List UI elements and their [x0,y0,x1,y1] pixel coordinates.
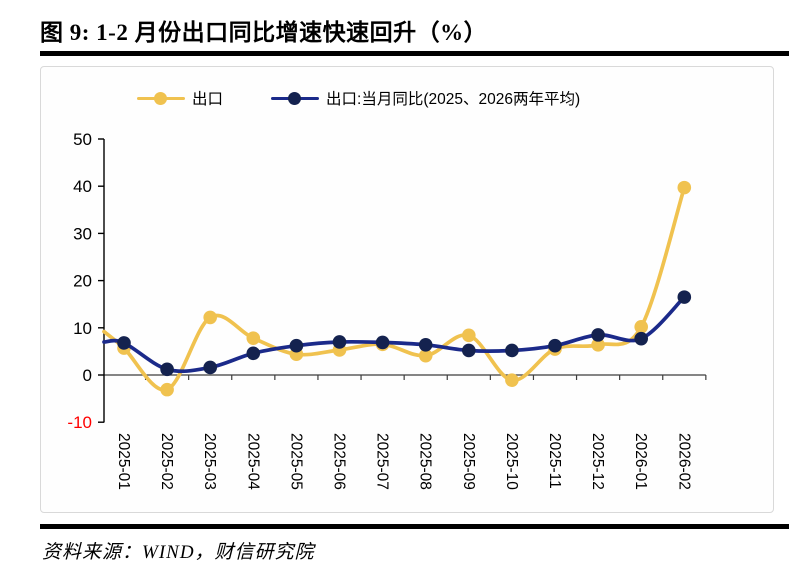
x-tick-label: 2025-09 [460,433,477,490]
series-line [102,185,687,392]
data-point-marker[interactable] [332,335,347,349]
data-point-marker[interactable] [677,290,692,304]
x-tick-label: 2025-03 [201,433,218,490]
legend-dot-icon [288,91,302,105]
legend-label-export-two-year-avg: 出口:当月同比(2025、2026两年平均) [326,91,581,108]
y-tick-label: 30 [73,224,92,243]
data-point-marker[interactable] [505,343,519,358]
x-tick-label: 2025-10 [503,433,520,490]
series-export-two-year-avg [102,290,692,377]
data-point-marker[interactable] [289,338,304,353]
x-tick-label: 2025-01 [115,433,132,490]
data-point-marker[interactable] [462,343,476,358]
line-chart: 2025-01 2025-02 2025-03 2025-04 2025-05 2025-… [67,130,707,490]
x-tick-label: 2025-05 [287,433,304,490]
data-point-marker[interactable] [505,373,519,387]
chart-panel: 2025-01 2025-02 2025-03 2025-04 2025-05 2025-… [40,66,774,513]
data-point-marker[interactable] [246,331,261,345]
data-point-marker[interactable] [591,328,605,342]
data-point-marker[interactable] [634,320,648,334]
x-tick-label: 2025-02 [158,433,175,490]
data-point-marker[interactable] [634,331,648,346]
data-point-marker[interactable] [548,338,562,353]
data-point-marker[interactable] [418,337,433,352]
y-tick-label: -10 [67,413,92,432]
legend-label-export: 出口 [192,91,224,108]
x-tick-label: 2026-02 [675,433,692,490]
legend-dot-icon [154,91,167,105]
data-point-marker[interactable] [246,346,261,361]
chart-legend: 出口 出口:当月同比(2025、2026两年平均) [137,87,580,109]
x-axis: 2025-01 2025-02 2025-03 2025-04 2025-05 2025-… [104,374,707,490]
data-point-marker[interactable] [203,360,217,375]
data-point-marker[interactable] [591,337,605,352]
y-tick-label: 40 [73,177,92,196]
x-tick-label: 2025-12 [589,433,606,490]
data-point-marker[interactable] [117,336,131,350]
legend-item-export[interactable]: 出口 [137,87,223,109]
data-point-marker[interactable] [418,348,433,363]
series-export [102,180,692,397]
y-tick-label: 10 [73,319,92,338]
y-axis: 50 40 30 20 10 0 -10 [67,130,105,432]
data-point-marker[interactable] [203,310,217,325]
x-tick-label: 2025-11 [546,433,563,489]
x-tick-label: 2026-01 [632,433,649,490]
source-note: 资料来源：WIND，财信研究院 [42,542,315,563]
data-point-marker[interactable] [160,382,174,397]
x-tick-label: 2025-06 [331,433,348,490]
data-point-marker[interactable] [160,362,174,377]
data-point-marker[interactable] [375,335,390,350]
y-tick-label: 20 [73,272,92,291]
legend-swatch-export-two-year-avg-icon [271,91,320,105]
x-tick-label: 2025-07 [374,433,391,490]
y-tick-label: 50 [73,130,92,149]
data-point-marker[interactable] [677,180,692,195]
page-title: 图 9: 1-2 月份出口同比增速快速回升（%） [40,20,488,45]
title-divider [40,51,789,56]
legend-item-export-two-year-avg[interactable]: 出口:当月同比(2025、2026两年平均) [271,87,580,109]
data-point-marker[interactable] [462,328,476,343]
footer-divider [40,524,789,529]
y-tick-label: 0 [83,366,92,385]
legend-swatch-export-icon [137,91,185,105]
x-tick-label: 2025-04 [244,433,261,490]
x-tick-label: 2025-08 [417,433,434,490]
